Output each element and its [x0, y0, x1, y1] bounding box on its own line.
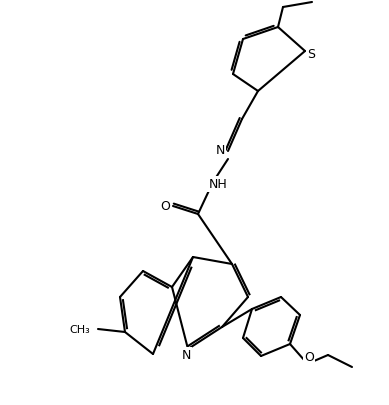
Text: NH: NH: [209, 178, 228, 191]
Text: O: O: [160, 199, 170, 212]
Text: S: S: [307, 47, 315, 60]
Text: N: N: [181, 349, 191, 362]
Text: N: N: [216, 143, 225, 156]
Text: CH₃: CH₃: [69, 324, 90, 334]
Text: O: O: [304, 351, 314, 364]
